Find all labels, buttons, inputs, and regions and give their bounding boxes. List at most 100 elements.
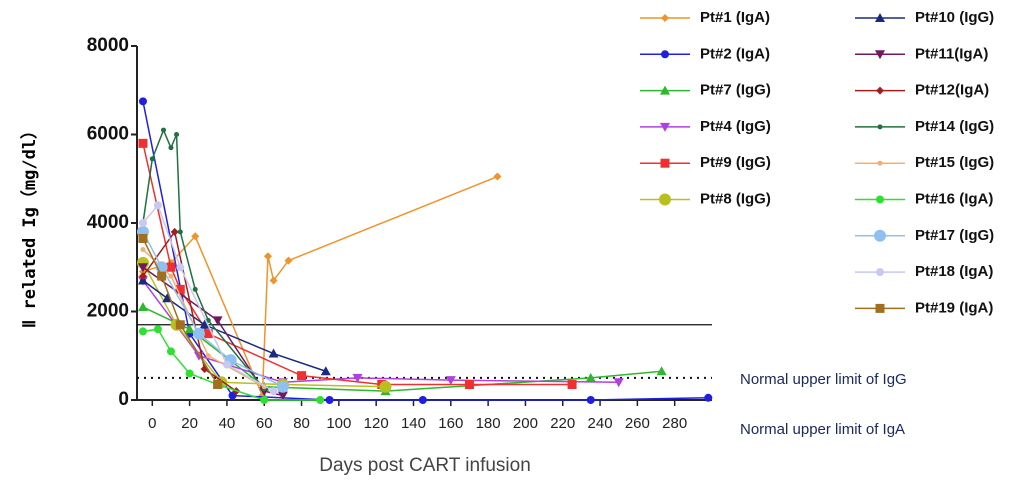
annotation: Normal upper limit of IgG xyxy=(740,371,907,388)
y-tick-label: 0 xyxy=(118,389,129,410)
data-point xyxy=(174,132,180,137)
data-point xyxy=(418,396,427,404)
data-point xyxy=(137,263,148,273)
data-point xyxy=(493,172,502,181)
data-point xyxy=(153,201,162,210)
data-point xyxy=(704,393,713,402)
data-point xyxy=(352,373,363,383)
data-point xyxy=(168,273,174,279)
data-point xyxy=(222,360,231,369)
x-tick-label: 0 xyxy=(148,415,156,432)
legend-marker xyxy=(875,50,885,60)
legend-label: Pt#11(IgA) xyxy=(915,45,988,62)
data-point xyxy=(325,396,334,404)
data-point xyxy=(656,366,667,376)
data-point xyxy=(259,387,270,397)
legend-marker xyxy=(659,193,671,206)
x-axis-label: Days post CART infusion xyxy=(319,455,531,476)
legend-marker xyxy=(661,14,669,22)
legend-marker xyxy=(876,86,884,95)
series-line xyxy=(142,230,237,392)
data-point xyxy=(185,369,194,378)
data-point xyxy=(175,320,185,330)
x-tick-label: 40 xyxy=(219,415,236,432)
legend-label: Pt#17 (IgG) xyxy=(915,227,994,244)
y-tick-label: 4000 xyxy=(87,212,129,233)
legend-label: Pt#19 (IgA) xyxy=(915,299,993,316)
data-point xyxy=(138,97,147,106)
data-point xyxy=(166,262,176,272)
legend-label: Pt#10 (IgG) xyxy=(915,9,994,26)
data-point xyxy=(192,327,205,340)
x-tick-label: 220 xyxy=(550,415,575,432)
legend-marker xyxy=(875,303,885,313)
data-point xyxy=(586,396,595,404)
legend-label: Pt#1 (IgA) xyxy=(700,9,770,26)
legend-label: Pt#15 (IgG) xyxy=(915,154,994,171)
data-point xyxy=(228,391,237,400)
data-point xyxy=(162,293,173,303)
data-point xyxy=(184,324,195,334)
data-point xyxy=(585,372,596,382)
legend-label: Pt#16 (IgA) xyxy=(915,190,993,207)
x-tick-label: 20 xyxy=(181,415,198,432)
x-tick-label: 280 xyxy=(662,415,687,432)
x-tick-label: 160 xyxy=(438,415,463,432)
legend-marker xyxy=(876,195,884,204)
series-line xyxy=(142,175,498,396)
x-tick-label: 200 xyxy=(513,415,538,432)
data-point xyxy=(191,232,200,241)
data-point xyxy=(316,396,325,404)
data-point xyxy=(137,302,148,312)
data-point xyxy=(153,325,162,334)
data-point xyxy=(166,347,175,356)
data-point xyxy=(276,380,289,393)
data-point xyxy=(297,371,307,381)
legend-label: Pt#14 (IgG) xyxy=(915,118,994,135)
y-tick-label: 2000 xyxy=(87,301,129,322)
data-point xyxy=(138,219,147,227)
legend-label: Pt#8 (IgG) xyxy=(700,190,771,207)
x-tick-label: 100 xyxy=(326,415,351,432)
legend-label: Pt#2 (IgA) xyxy=(700,45,770,62)
data-point xyxy=(138,327,147,336)
x-tick-label: 140 xyxy=(401,415,426,432)
data-point xyxy=(613,378,624,388)
data-point xyxy=(445,376,456,386)
legend-marker xyxy=(876,268,884,277)
data-point xyxy=(205,353,211,359)
x-tick-label: 180 xyxy=(476,415,501,432)
x-tick-label: 80 xyxy=(293,415,310,432)
data-point xyxy=(379,380,392,393)
data-point xyxy=(199,319,210,329)
data-point xyxy=(192,286,198,292)
data-point xyxy=(269,276,278,285)
x-tick-label: 120 xyxy=(364,415,389,432)
data-point xyxy=(212,316,223,326)
legend-marker xyxy=(660,85,670,95)
data-point xyxy=(140,247,146,253)
data-point xyxy=(268,348,279,358)
legend-label: Pt#7 (IgG) xyxy=(700,82,771,99)
data-point xyxy=(213,380,223,390)
annotation: Normal upper limit of IgA xyxy=(740,421,905,438)
data-point xyxy=(263,252,272,261)
legend-label: Pt#18 (IgA) xyxy=(915,263,993,280)
data-point xyxy=(138,272,147,281)
series-line xyxy=(142,280,619,384)
y-tick-label: 6000 xyxy=(87,124,129,145)
legend-marker xyxy=(660,122,670,132)
legend-marker xyxy=(661,50,669,59)
data-point xyxy=(269,387,278,396)
x-tick-label: 260 xyxy=(625,415,650,432)
data-point xyxy=(260,396,269,404)
legend-label: Pt#9 (IgG) xyxy=(700,154,771,171)
legend-marker xyxy=(875,13,885,22)
data-point xyxy=(138,233,148,243)
legend-marker xyxy=(660,158,670,168)
data-point xyxy=(567,380,577,390)
legend-label: Pt#4 (IgG) xyxy=(700,118,771,135)
y-axis-label: Ⅱ related Ig（mg/dl） xyxy=(19,122,40,328)
data-point xyxy=(203,329,213,339)
